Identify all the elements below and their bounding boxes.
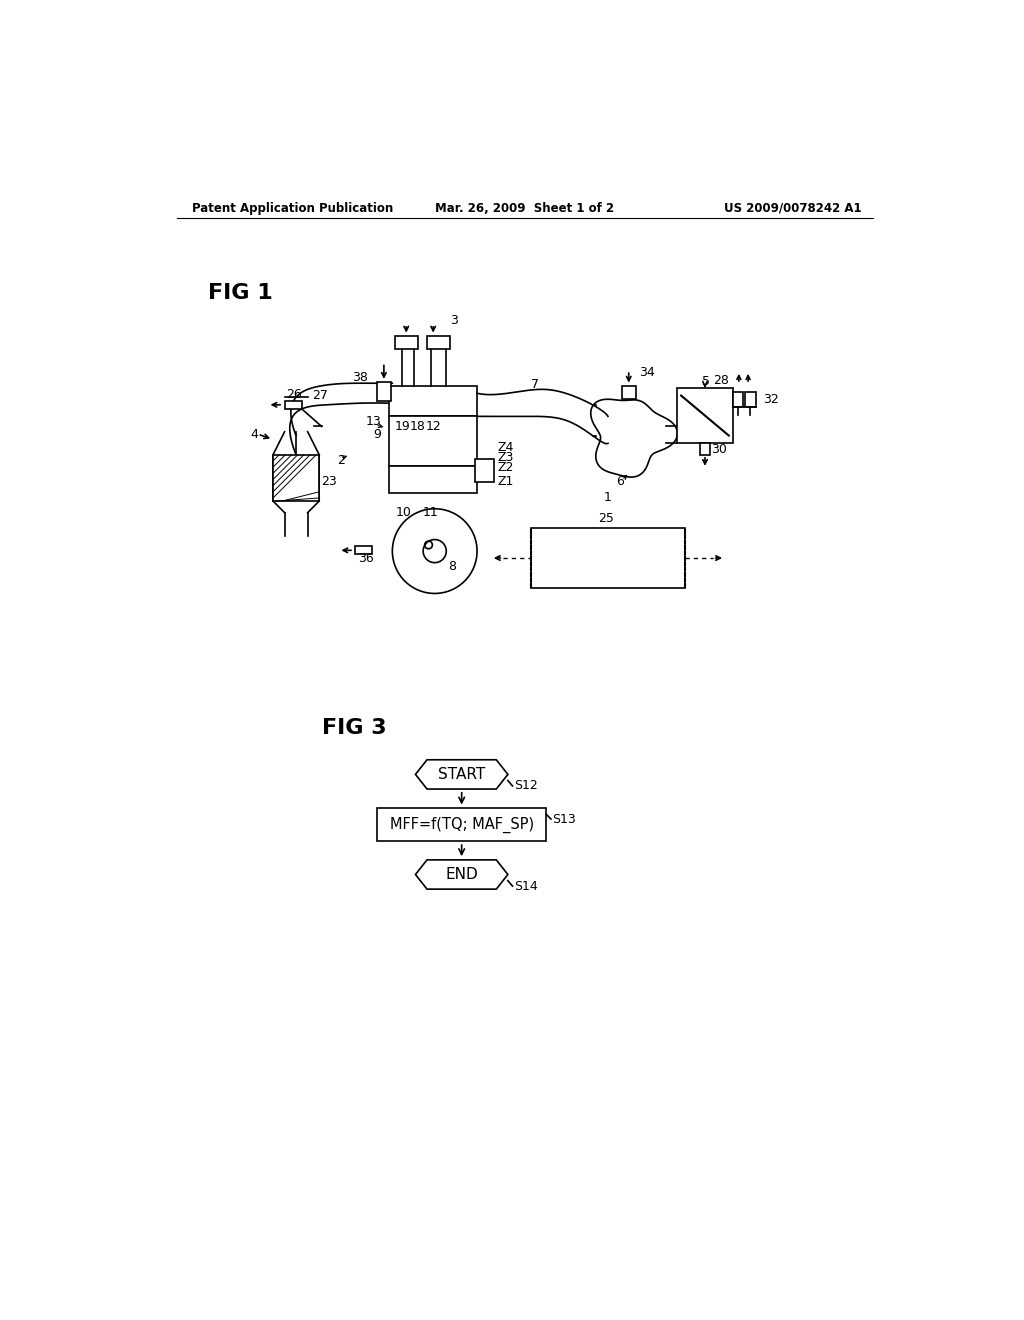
Bar bbox=[388, 466, 477, 494]
Text: 11: 11 bbox=[423, 506, 439, 519]
Text: 19: 19 bbox=[394, 420, 411, 433]
Bar bbox=[427, 335, 451, 350]
Bar bbox=[531, 528, 685, 589]
Bar bbox=[377, 381, 391, 401]
Bar bbox=[394, 335, 418, 350]
Text: S13: S13 bbox=[553, 813, 577, 825]
Text: 4: 4 bbox=[250, 428, 258, 441]
Text: 25: 25 bbox=[598, 512, 613, 525]
Text: 7: 7 bbox=[531, 378, 539, 391]
Text: MFF=f(TQ; MAF_SP): MFF=f(TQ; MAF_SP) bbox=[389, 816, 534, 833]
Text: Patent Application Publication: Patent Application Publication bbox=[193, 202, 393, 215]
Bar bbox=[273, 455, 319, 502]
Bar bbox=[700, 444, 710, 455]
Text: 6: 6 bbox=[615, 475, 624, 488]
Text: Z3: Z3 bbox=[497, 450, 513, 463]
Text: 10: 10 bbox=[395, 506, 412, 519]
Text: Z2: Z2 bbox=[497, 461, 513, 474]
Text: 23: 23 bbox=[322, 475, 337, 488]
Bar bbox=[388, 385, 477, 416]
PathPatch shape bbox=[416, 760, 508, 789]
Bar bbox=[733, 392, 743, 407]
Text: 2: 2 bbox=[337, 454, 345, 467]
Text: 18: 18 bbox=[410, 420, 425, 433]
Text: 27: 27 bbox=[312, 389, 328, 403]
Text: 36: 36 bbox=[357, 552, 374, 565]
Text: 12: 12 bbox=[425, 420, 441, 433]
Text: 9: 9 bbox=[374, 428, 382, 441]
Bar bbox=[622, 385, 636, 400]
Text: 13: 13 bbox=[366, 416, 381, 428]
Text: 28: 28 bbox=[713, 374, 728, 387]
Text: 5: 5 bbox=[701, 375, 710, 388]
Bar bbox=[475, 459, 494, 482]
Text: Mar. 26, 2009  Sheet 1 of 2: Mar. 26, 2009 Sheet 1 of 2 bbox=[435, 202, 614, 215]
Bar bbox=[285, 401, 301, 409]
Bar bbox=[745, 392, 756, 407]
Text: 38: 38 bbox=[352, 371, 368, 384]
Text: Z1: Z1 bbox=[497, 475, 513, 488]
Text: 3: 3 bbox=[451, 314, 458, 326]
Text: END: END bbox=[445, 867, 478, 882]
Text: 34: 34 bbox=[639, 366, 654, 379]
Text: FIG 3: FIG 3 bbox=[322, 718, 386, 738]
Text: 30: 30 bbox=[711, 444, 727, 455]
Bar bbox=[677, 388, 733, 444]
Text: S12: S12 bbox=[514, 779, 538, 792]
Text: START: START bbox=[438, 767, 485, 781]
Text: 26: 26 bbox=[286, 388, 302, 401]
PathPatch shape bbox=[416, 859, 508, 890]
Text: FIG 1: FIG 1 bbox=[208, 284, 272, 304]
Text: 8: 8 bbox=[449, 560, 457, 573]
Bar bbox=[355, 546, 373, 554]
Bar bbox=[377, 808, 547, 841]
Text: US 2009/0078242 A1: US 2009/0078242 A1 bbox=[724, 202, 862, 215]
Text: 1: 1 bbox=[604, 491, 612, 504]
Text: 32: 32 bbox=[764, 393, 779, 407]
Text: S14: S14 bbox=[514, 879, 538, 892]
Text: Z4: Z4 bbox=[497, 441, 513, 454]
Bar bbox=[388, 416, 477, 466]
